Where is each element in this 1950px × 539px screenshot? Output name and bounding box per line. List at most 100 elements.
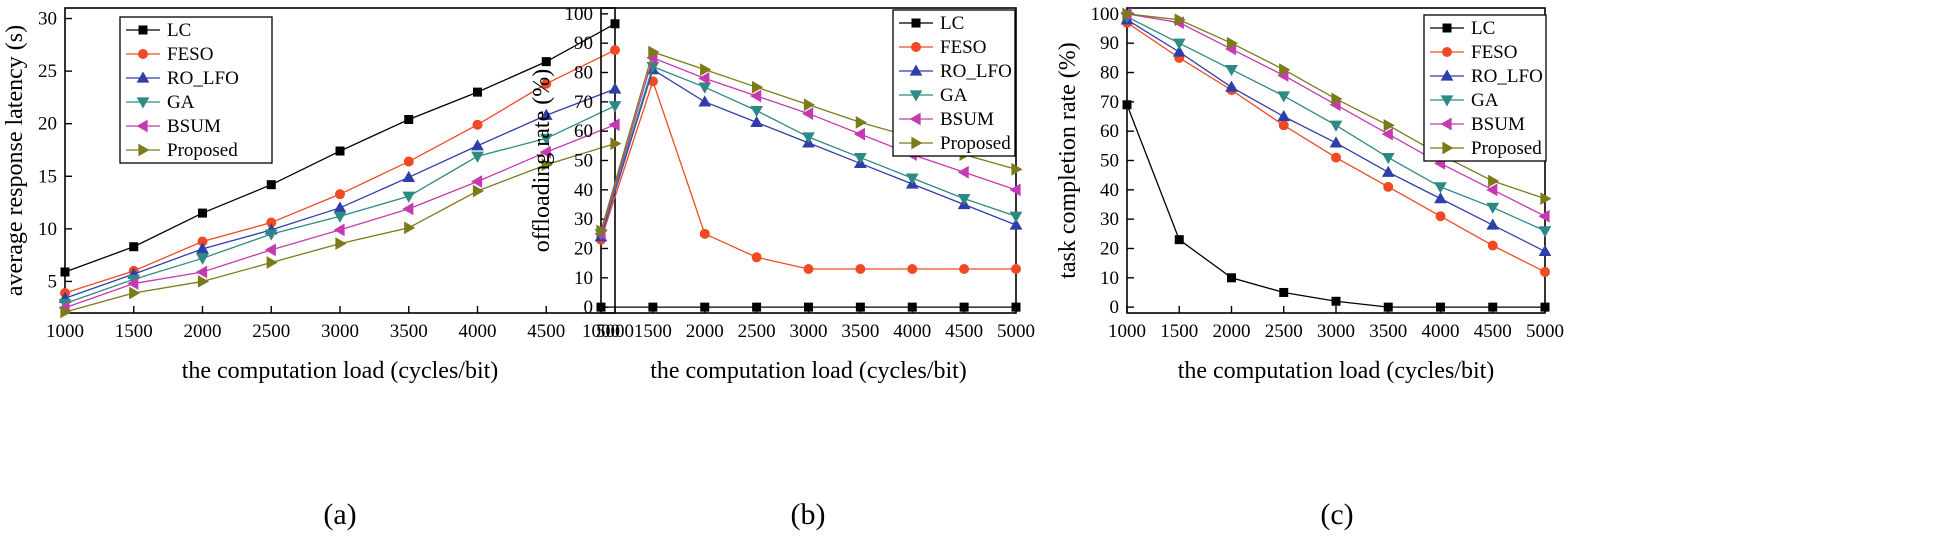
legend-box xyxy=(892,9,1016,157)
x-axis-label: the computation load (cycles/bit) xyxy=(650,358,967,384)
y-tick-label: 30 xyxy=(38,9,57,30)
data-point xyxy=(1277,91,1291,103)
data-point xyxy=(472,119,483,130)
data-point xyxy=(1009,218,1023,230)
data-point xyxy=(804,302,813,312)
data-point xyxy=(698,82,712,94)
legend-label: FESO xyxy=(940,37,986,58)
data-point xyxy=(1225,80,1238,92)
legend: LC FESO RO_LFO GA BSUM Proposed xyxy=(892,9,1016,157)
y-axis-label: task completion rate (%) xyxy=(1055,42,1081,279)
data-point xyxy=(471,151,484,163)
legend-marker xyxy=(1440,69,1454,81)
legend-marker xyxy=(138,25,148,35)
legend-label: Proposed xyxy=(1471,138,1542,159)
data-point xyxy=(127,277,139,290)
chart-panel-3: 1000 1500 2000 2500 3000 3500 4000 4500 5000 0 10 2… xyxy=(1055,4,1564,531)
data-point xyxy=(699,228,710,239)
legend-marker xyxy=(136,119,148,133)
series-bsum xyxy=(58,118,620,315)
y-tick-label: 25 xyxy=(38,61,57,82)
data-point xyxy=(596,302,606,312)
data-point xyxy=(333,211,347,223)
data-point xyxy=(335,237,347,250)
x-axis-label: the computation load (cycles/bit) xyxy=(1178,358,1495,384)
data-point xyxy=(402,202,414,216)
series-proposed xyxy=(60,137,622,319)
x-tick-label: 4000 xyxy=(893,321,931,342)
legend-label: BSUM xyxy=(940,109,994,130)
data-point xyxy=(855,264,866,275)
data-point xyxy=(907,264,918,275)
legend-label: FESO xyxy=(1471,42,1517,63)
panel-caption: (a) xyxy=(323,498,356,531)
data-point xyxy=(403,156,414,167)
data-point xyxy=(60,305,72,319)
data-point xyxy=(700,63,712,76)
y-tick-label: 5 xyxy=(48,271,58,292)
data-point xyxy=(1279,287,1289,297)
data-point xyxy=(959,302,969,312)
data-point xyxy=(1011,264,1021,275)
legend-label: LC xyxy=(1471,18,1495,39)
x-tick-label: 1000 xyxy=(1108,321,1146,342)
x-tick-label: 1000 xyxy=(46,321,84,342)
data-point xyxy=(1329,136,1343,148)
series-lc xyxy=(60,19,620,277)
data-point xyxy=(698,72,710,85)
data-point xyxy=(1172,45,1186,57)
data-point xyxy=(1381,152,1395,165)
data-point xyxy=(1434,192,1447,204)
data-point xyxy=(1174,13,1186,27)
data-point xyxy=(1331,92,1343,106)
data-point xyxy=(1538,226,1552,238)
y-tick-label: 30 xyxy=(574,209,593,230)
data-point xyxy=(402,170,416,182)
legend-marker xyxy=(1442,23,1452,33)
data-point xyxy=(698,95,712,107)
data-point xyxy=(750,115,763,127)
legend-label: RO_LFO xyxy=(1471,66,1543,87)
data-point xyxy=(801,107,814,120)
data-point xyxy=(1383,118,1395,132)
data-point xyxy=(1331,152,1341,163)
x-tick-label: 5000 xyxy=(596,321,634,342)
legend-marker xyxy=(911,18,921,28)
data-point xyxy=(1381,127,1393,141)
legend: LC FESO RO_LFO GA BSUM Proposed xyxy=(119,16,273,164)
data-point xyxy=(752,302,762,312)
x-tick-label: 4500 xyxy=(1474,321,1512,342)
x-tick-label: 2000 xyxy=(184,321,222,342)
data-point xyxy=(1381,165,1395,177)
data-point xyxy=(803,98,816,112)
data-point xyxy=(1226,36,1239,50)
data-point xyxy=(404,221,416,235)
data-point xyxy=(1486,202,1500,214)
chart-panel-1: 1000 1500 2000 2500 3000 3500 4000 4500 50005101… xyxy=(2,7,634,531)
data-point xyxy=(752,80,764,94)
data-point xyxy=(404,114,414,124)
x-tick-label: 1500 xyxy=(634,321,672,342)
legend-label: GA xyxy=(167,92,195,113)
legend-label: GA xyxy=(1471,90,1499,111)
legend-marker xyxy=(1442,141,1454,155)
y-axis-label: offloading rate (%) xyxy=(529,69,555,252)
data-point xyxy=(539,108,553,120)
data-point xyxy=(1540,192,1552,205)
y-tick-label: 60 xyxy=(574,121,593,142)
data-point xyxy=(541,158,553,172)
x-tick-label: 5000 xyxy=(1526,321,1564,342)
data-point xyxy=(957,165,969,179)
data-point xyxy=(803,264,814,275)
legend-label: BSUM xyxy=(1471,114,1525,135)
x-tick-label: 1500 xyxy=(115,321,153,342)
data-point xyxy=(333,201,347,213)
data-point xyxy=(1279,63,1291,76)
x-tick-label: 4000 xyxy=(459,321,497,342)
data-point xyxy=(471,139,484,151)
data-point xyxy=(596,224,608,238)
series-lc xyxy=(596,302,1021,312)
data-point xyxy=(472,184,485,198)
panel-caption: (c) xyxy=(1320,498,1353,531)
